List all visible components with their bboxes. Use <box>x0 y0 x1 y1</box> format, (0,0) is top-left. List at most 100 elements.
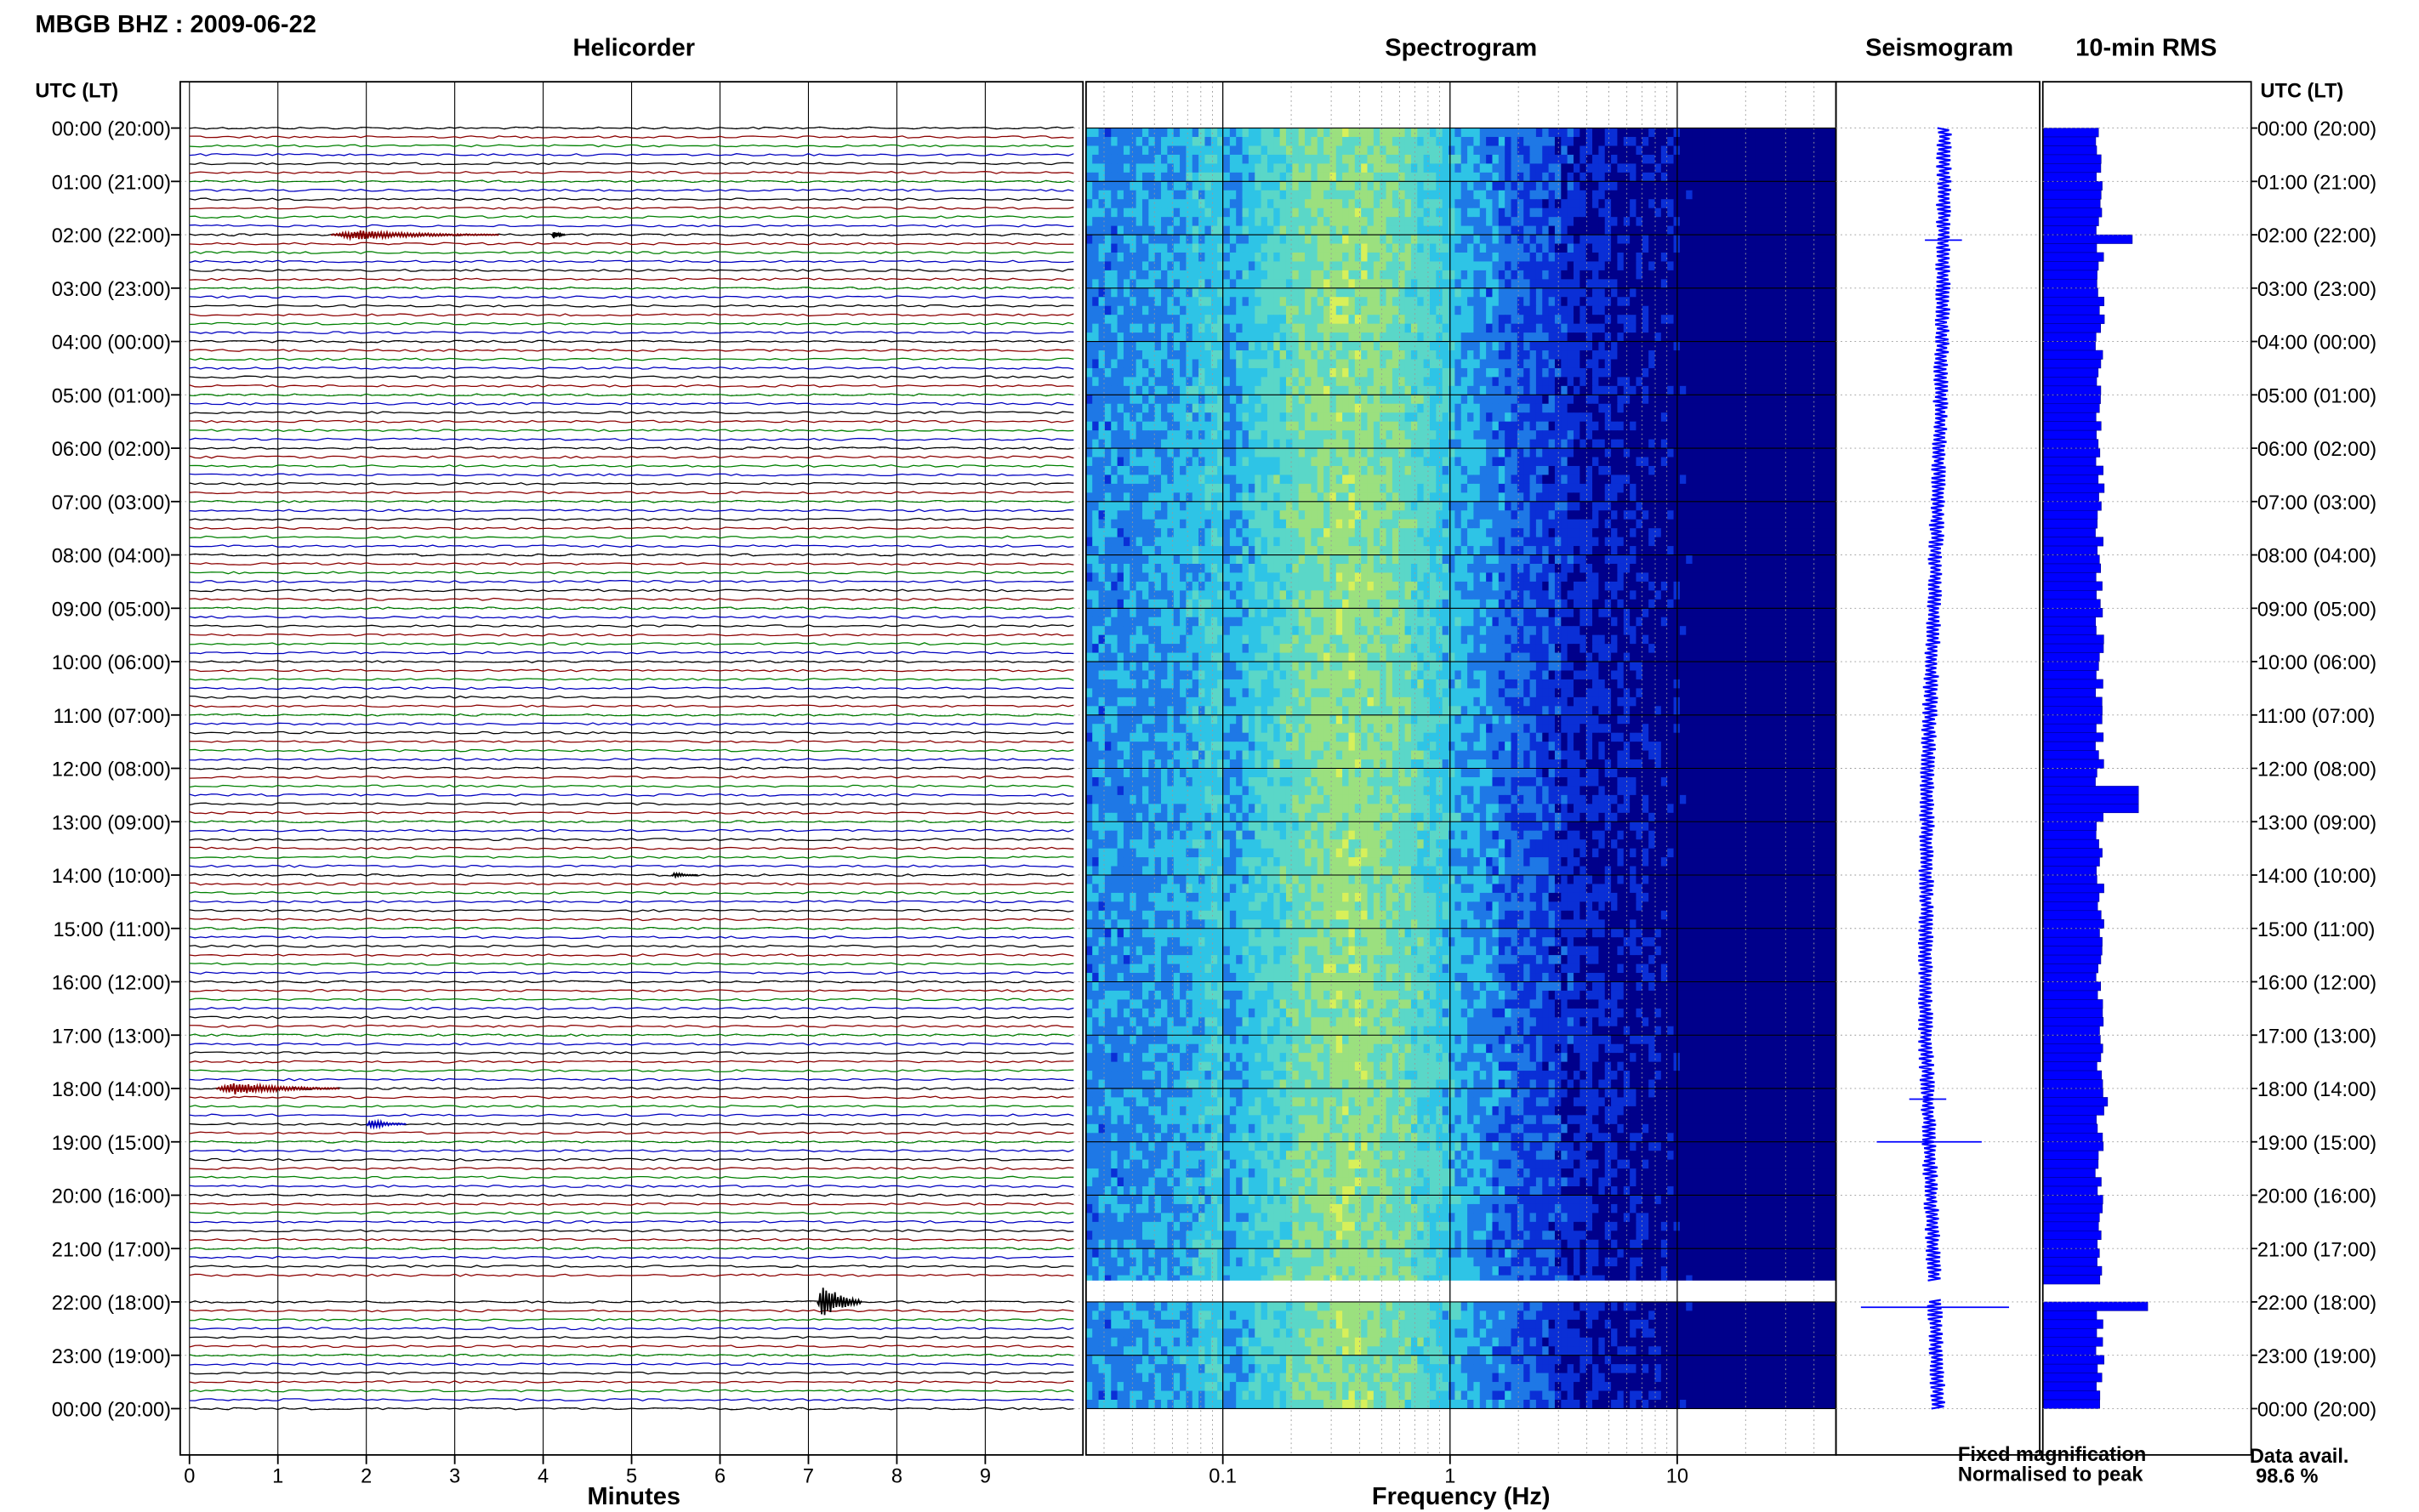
spectrogram-cell <box>1699 306 1705 315</box>
spectrogram-cell <box>1686 359 1693 368</box>
spectrogram-cell <box>1280 181 1287 190</box>
spectrogram-cell <box>1711 350 1718 360</box>
spectrogram-cell <box>1511 458 1518 467</box>
spectrogram-cell <box>1305 377 1312 386</box>
spectrogram-cell <box>1392 377 1399 386</box>
spectrogram-cell <box>1311 128 1318 138</box>
spectrogram-cell <box>1155 253 1162 262</box>
spectrogram-cell <box>1568 199 1574 208</box>
spectrogram-cell <box>1461 208 1468 218</box>
spectrogram-cell <box>1336 466 1343 475</box>
spectrogram-cell <box>1824 333 1830 342</box>
spectrogram-cell <box>1180 395 1187 404</box>
spectrogram-cell <box>1473 128 1480 138</box>
spectrogram-cell <box>1480 137 1487 146</box>
spectrogram-cell <box>1124 306 1130 315</box>
spectrogram-cell <box>1630 386 1636 395</box>
spectrogram-cell <box>1167 458 1174 467</box>
spectrogram-cell <box>1092 324 1099 333</box>
spectrogram-cell <box>1311 306 1318 315</box>
spectrogram-cell <box>1617 261 1624 270</box>
spectrogram-cell <box>1111 377 1118 386</box>
spectrogram-cell <box>1579 395 1586 404</box>
spectrogram-cell <box>1655 270 1662 280</box>
spectrogram-cell <box>1224 315 1231 324</box>
spectrogram-cell <box>1699 128 1705 138</box>
spectrogram-cell <box>1786 430 1793 440</box>
spectrogram-cell <box>1786 412 1793 422</box>
spectrogram-cell <box>1467 458 1474 467</box>
spectrogram-cell <box>1773 440 1780 449</box>
spectrogram-cell <box>1605 199 1612 208</box>
spectrogram-cell <box>1530 458 1537 467</box>
spectrogram-cell <box>1086 199 1093 208</box>
spectrogram-cell <box>1598 466 1605 475</box>
spectrogram-cell <box>1523 422 1530 431</box>
spectrogram-cell <box>1648 137 1655 146</box>
spectrogram-cell <box>1536 279 1543 288</box>
spectrogram-cell <box>1374 395 1380 404</box>
spectrogram-cell <box>1424 324 1431 333</box>
spectrogram-cell <box>1224 448 1231 458</box>
spectrogram-cell <box>1273 190 1280 200</box>
spectrogram-cell <box>1711 297 1718 306</box>
spectrogram-cell <box>1792 173 1799 182</box>
spectrogram-cell <box>1761 163 1767 173</box>
spectrogram-cell <box>1111 199 1118 208</box>
spectrogram-cell <box>1799 217 1806 226</box>
spectrogram-cell <box>1473 395 1480 404</box>
spectrogram-cell <box>1611 288 1618 298</box>
spectrogram-cell <box>1686 208 1693 218</box>
spectrogram-cell <box>1723 368 1730 378</box>
spectrogram-cell <box>1292 173 1299 182</box>
spectrogram-cell <box>1336 137 1343 146</box>
spectrogram-cell <box>1461 466 1468 475</box>
spectrogram-cell <box>1318 226 1324 236</box>
spectrogram-cell <box>1699 412 1705 422</box>
spectrogram-cell <box>1192 475 1199 484</box>
spectrogram-cell <box>1267 146 1274 156</box>
spectrogram-cell <box>1723 181 1730 190</box>
spectrogram-cell <box>1286 475 1293 484</box>
spectrogram-cell <box>1392 448 1399 458</box>
spectrogram-cell <box>1773 342 1780 351</box>
spectrogram-cell <box>1204 181 1211 190</box>
spectrogram-cell <box>1392 386 1399 395</box>
spectrogram-cell <box>1680 395 1687 404</box>
spectrogram-cell <box>1561 350 1568 360</box>
spectrogram-cell <box>1505 137 1511 146</box>
spectrogram-cell <box>1086 368 1093 378</box>
spectrogram-cell <box>1130 253 1136 262</box>
spectrogram-cell <box>1467 324 1474 333</box>
spectrogram-cell <box>1174 422 1181 431</box>
spectrogram-cell <box>1224 333 1231 342</box>
spectrogram-cell <box>1142 359 1149 368</box>
spectrogram-cell <box>1505 368 1511 378</box>
spectrogram-cell <box>1267 137 1274 146</box>
spectrogram-cell <box>1711 173 1718 182</box>
spectrogram-cell <box>1773 270 1780 280</box>
spectrogram-cell <box>1292 350 1299 360</box>
spectrogram-cell <box>1549 350 1556 360</box>
spectrogram-cell <box>1124 404 1130 413</box>
spectrogram-cell <box>1699 199 1705 208</box>
spectrogram-cell <box>1267 297 1274 306</box>
spectrogram-cell <box>1311 350 1318 360</box>
spectrogram-cell <box>1461 324 1468 333</box>
spectrogram-cell <box>1511 359 1518 368</box>
spectrogram-cell <box>1561 333 1568 342</box>
spectrogram-cell <box>1505 448 1511 458</box>
spectrogram-cell <box>1374 270 1380 280</box>
spectrogram-cell <box>1667 253 1674 262</box>
spectrogram-cell <box>1336 146 1343 156</box>
spectrogram-cell <box>1380 297 1386 306</box>
spectrogram-cell <box>1611 422 1618 431</box>
spectrogram-cell <box>1598 395 1605 404</box>
spectrogram-cell <box>1499 226 1505 236</box>
spectrogram-cell <box>1230 146 1237 156</box>
spectrogram-cell <box>1786 386 1793 395</box>
spectrogram-cell <box>1736 422 1743 431</box>
spectrogram-cell <box>1368 342 1375 351</box>
spectrogram-cell <box>1348 306 1355 315</box>
spectrogram-cell <box>1648 412 1655 422</box>
